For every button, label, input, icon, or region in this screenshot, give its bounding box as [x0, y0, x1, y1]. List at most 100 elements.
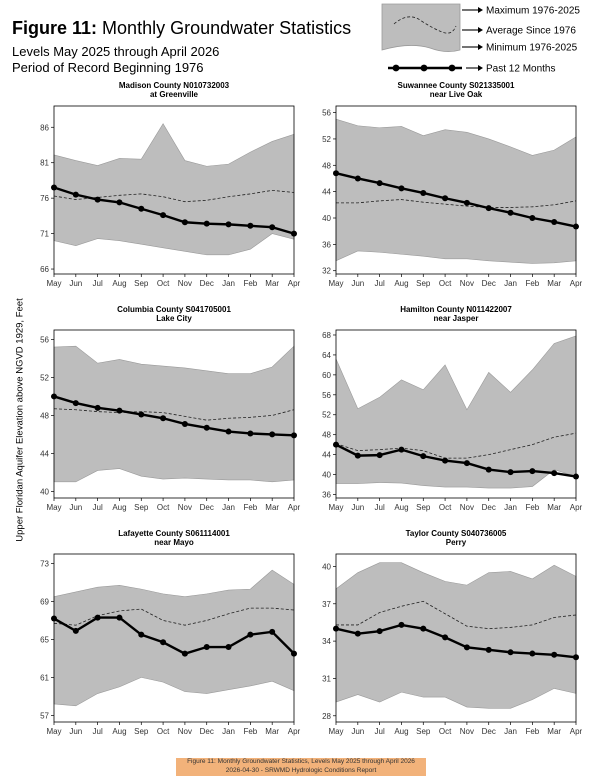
plot-frame — [335, 553, 577, 723]
panel-subtitle: near Mayo — [154, 538, 194, 547]
legend-avg-arrowhead — [478, 27, 483, 33]
panel-title: Taylor County S040736005 — [406, 529, 507, 538]
x-tick-label: Jan — [504, 727, 517, 736]
y-tick-label: 36 — [322, 240, 331, 249]
x-tick-label: Jul — [93, 279, 103, 288]
average-line — [53, 408, 295, 421]
x-tick-label: Dec — [482, 727, 496, 736]
past-12-months-point — [354, 175, 361, 182]
past-12-months-point — [442, 457, 449, 464]
y-tick-label: 36 — [322, 491, 331, 500]
past-12-months-point — [463, 199, 470, 206]
x-tick-label: Apr — [288, 279, 301, 288]
x-tick-label: Oct — [439, 279, 452, 288]
x-tick-label: Nov — [460, 727, 474, 736]
x-tick-label: Aug — [112, 727, 126, 736]
y-tick-label: 56 — [322, 109, 331, 118]
x-tick-label: Sep — [134, 279, 149, 288]
past-12-months-point — [420, 625, 427, 632]
x-tick-label: Jul — [375, 279, 385, 288]
x-tick-label: Feb — [525, 727, 539, 736]
x-tick-label: Aug — [394, 503, 408, 512]
figure-title-text: Monthly Groundwater Statistics — [102, 18, 352, 38]
past-12-months-point — [507, 209, 514, 216]
past-12-months-point — [354, 630, 361, 637]
legend-min-arrowhead — [478, 44, 483, 50]
past-12-months-point — [247, 430, 254, 437]
legend-past-arrowhead — [478, 65, 483, 71]
x-tick-label: Nov — [178, 503, 192, 512]
y-tick-label: 28 — [322, 712, 331, 721]
past-12-months-point — [529, 650, 536, 657]
x-tick-label: Apr — [570, 727, 583, 736]
x-tick-label: Nov — [178, 727, 192, 736]
y-tick-label: 76 — [40, 194, 49, 203]
y-tick-label: 48 — [40, 411, 49, 420]
figure-subtitle-levels: Levels May 2025 through April 2026 — [12, 44, 220, 59]
y-tick-label: 66 — [40, 265, 49, 274]
past-12-months-point — [376, 180, 383, 187]
past-12-months-point — [94, 614, 101, 621]
past-12-months-point — [116, 614, 123, 621]
x-tick-label: Jan — [222, 279, 235, 288]
past-12-months-point — [225, 221, 232, 228]
y-tick-label: 68 — [322, 331, 331, 340]
y-tick-label: 60 — [322, 371, 331, 380]
y-tick-label: 31 — [322, 674, 331, 683]
x-tick-label: Feb — [525, 279, 539, 288]
x-tick-label: May — [46, 503, 61, 512]
past-12-months-point — [463, 460, 470, 467]
past-12-months-point — [138, 411, 145, 418]
x-tick-label: May — [328, 279, 343, 288]
x-tick-label: Mar — [547, 279, 561, 288]
past-12-months-point — [551, 470, 558, 477]
plot-frame — [335, 329, 577, 499]
x-tick-label: Nov — [460, 279, 474, 288]
y-tick-label: 44 — [322, 451, 331, 460]
y-tick-label: 65 — [40, 635, 49, 644]
y-tick-label: 52 — [322, 411, 331, 420]
y-tick-label: 73 — [40, 559, 49, 568]
past-12-months-point — [551, 218, 558, 225]
x-tick-label: Oct — [157, 727, 170, 736]
y-tick-label: 56 — [322, 391, 331, 400]
y-tick-label: 81 — [40, 159, 49, 168]
x-tick-label: Feb — [243, 727, 257, 736]
x-tick-label: Jan — [222, 503, 235, 512]
x-tick-label: Oct — [157, 279, 170, 288]
past-12-months-point — [398, 621, 405, 628]
past-12-months-point — [507, 469, 514, 476]
average-line — [335, 432, 577, 459]
y-tick-label: 37 — [322, 600, 331, 609]
legend-past-marker — [448, 64, 456, 72]
legend-past-label: Past 12 Months — [486, 64, 555, 75]
legend-maximum-label: Maximum 1976-2025 — [486, 6, 580, 17]
x-tick-label: Aug — [394, 727, 408, 736]
x-tick-label: Jun — [351, 279, 364, 288]
x-tick-label: Jul — [93, 727, 103, 736]
y-tick-label: 61 — [40, 673, 49, 682]
past-12-months-point — [420, 189, 427, 196]
plot-frame — [335, 105, 577, 275]
past-12-months-line — [53, 395, 295, 437]
past-12-months-point — [181, 650, 188, 657]
y-tick-label: 56 — [40, 335, 49, 344]
plot-frame — [53, 105, 295, 275]
y-tick-label: 44 — [40, 449, 49, 458]
x-tick-label: Mar — [265, 279, 279, 288]
x-tick-label: Mar — [265, 727, 279, 736]
past-12-months-point — [376, 628, 383, 635]
y-tick-label: 34 — [322, 637, 331, 646]
x-tick-label: Sep — [416, 279, 431, 288]
panel-subtitle: near Live Oak — [430, 90, 483, 99]
x-tick-label: Jul — [375, 727, 385, 736]
y-tick-label: 71 — [40, 230, 49, 239]
past-12-months-point — [442, 634, 449, 641]
past-12-months-line — [335, 623, 577, 659]
plot-frame — [53, 553, 295, 723]
panel-subtitle: Perry — [446, 538, 467, 547]
